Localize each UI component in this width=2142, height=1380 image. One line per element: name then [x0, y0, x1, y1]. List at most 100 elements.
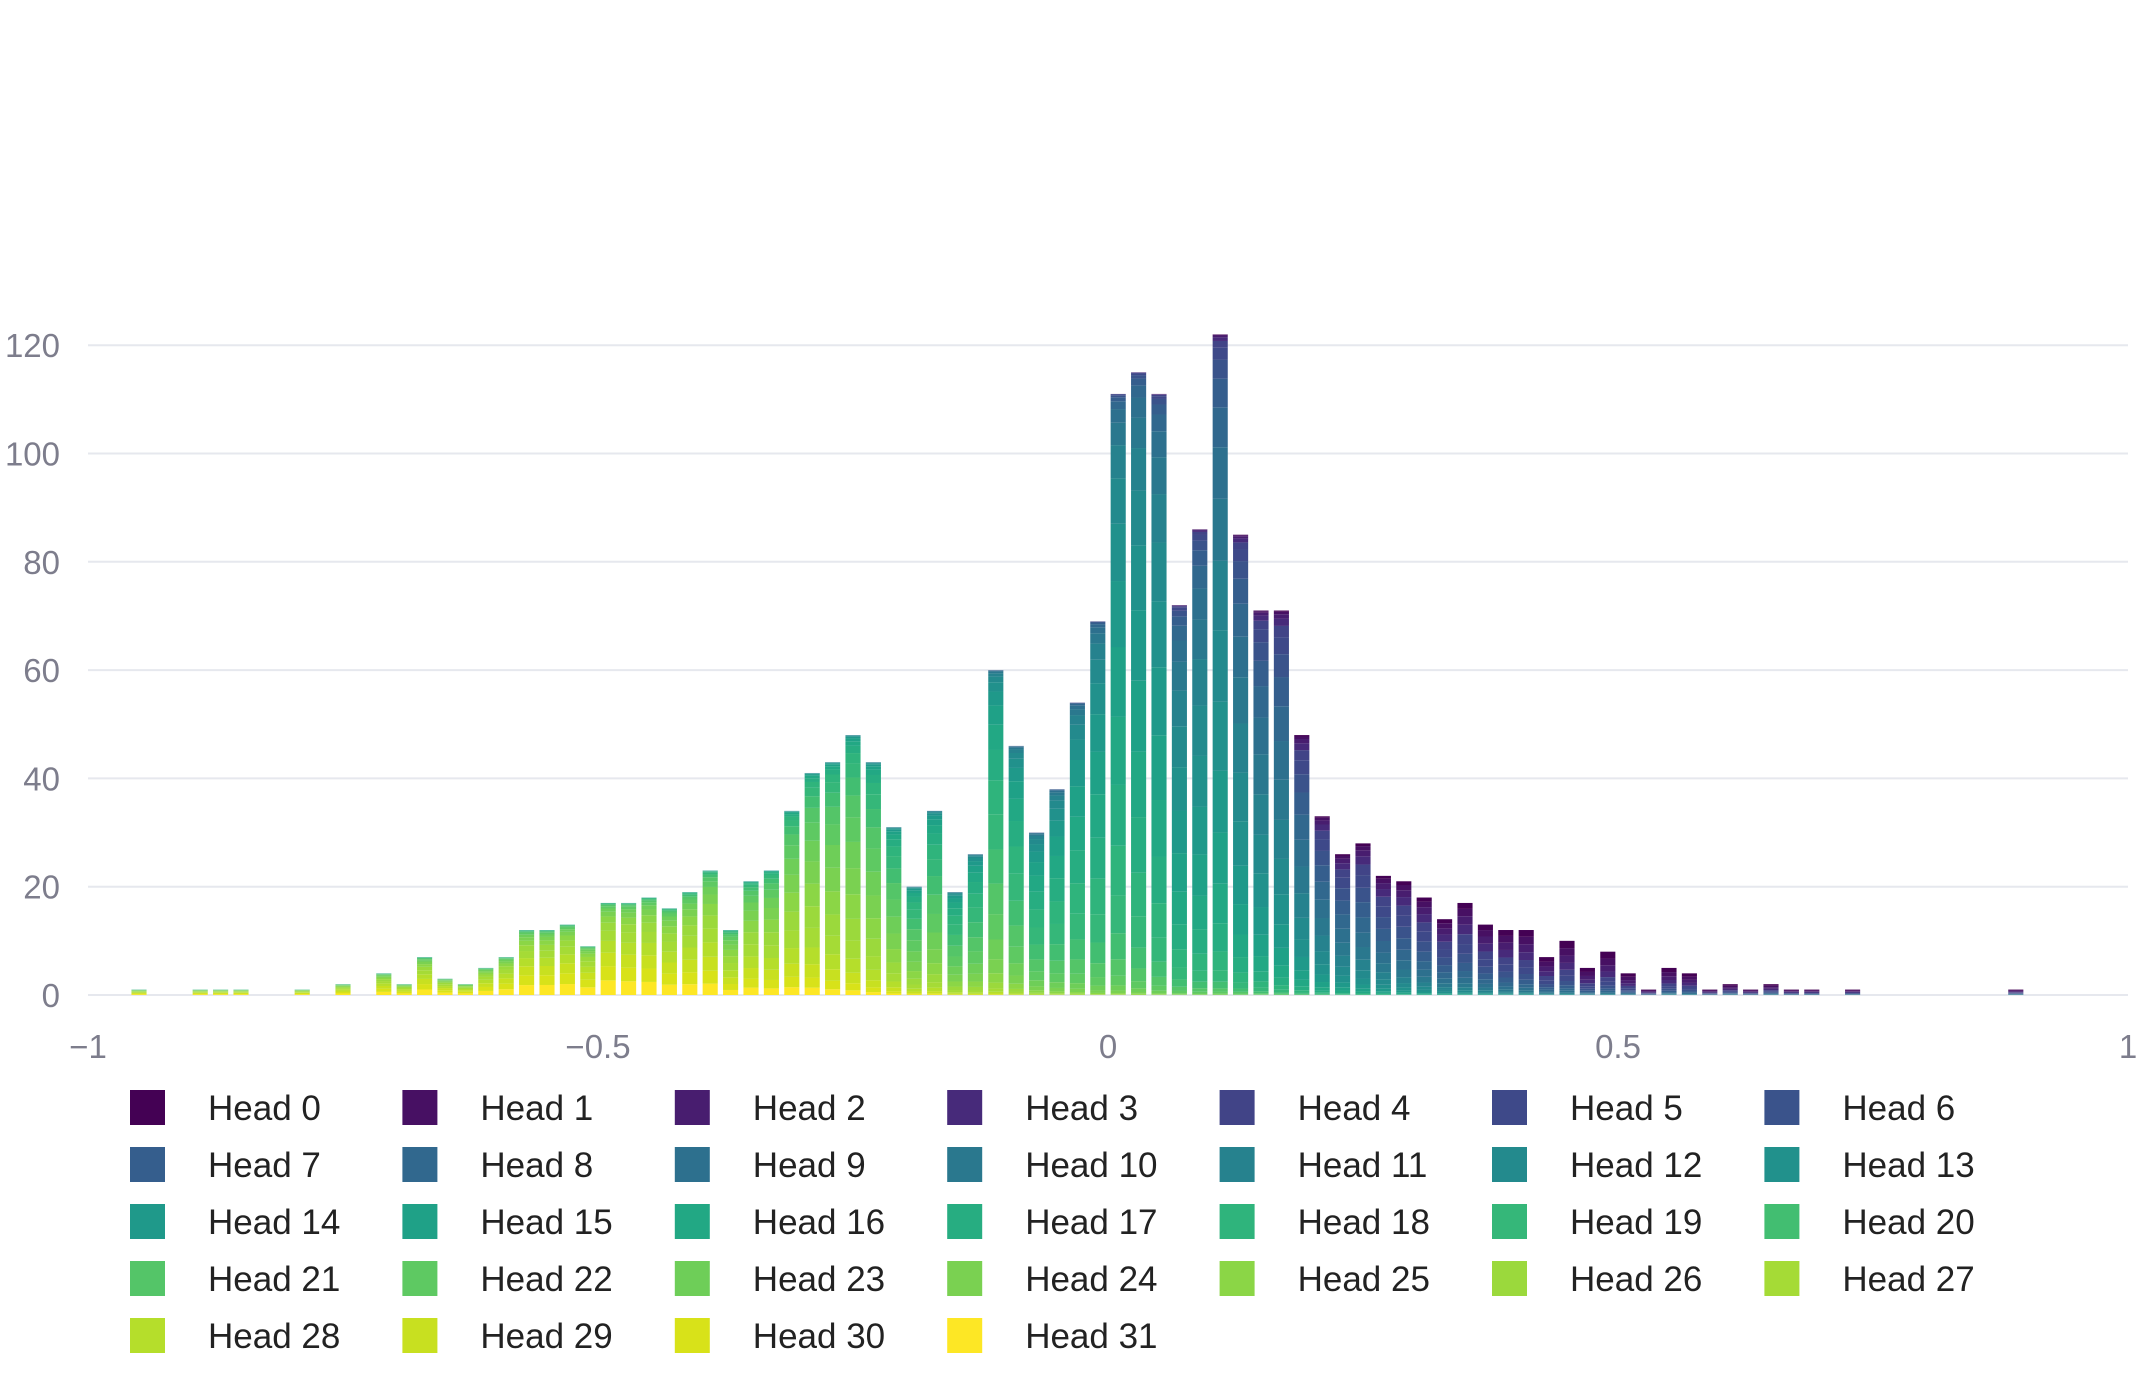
bar-segment [1131, 981, 1147, 989]
bar-segment [1192, 619, 1208, 660]
bar-segment [1396, 960, 1412, 970]
bar-segment [723, 931, 739, 933]
bar-segment [947, 892, 963, 894]
bar-segment [1212, 335, 1228, 338]
bar-segment [1273, 894, 1289, 925]
bar-segment [1233, 538, 1249, 543]
bar-segment [1192, 993, 1208, 995]
bar-segment [886, 993, 902, 995]
bar-stack [1437, 919, 1453, 995]
bar-segment [1151, 542, 1167, 602]
bar-segment [1783, 991, 1799, 993]
bar-segment [1477, 951, 1493, 960]
bar-segment [1069, 786, 1085, 817]
bar-stack [131, 989, 147, 995]
bar-segment [1069, 992, 1085, 994]
bar-segment [1049, 960, 1065, 974]
bar-segment [702, 956, 718, 971]
bar-segment [927, 859, 943, 877]
bar-segment [1253, 794, 1269, 835]
bar-segment [1192, 565, 1208, 589]
bar-segment [1539, 987, 1555, 990]
bar-segment [1579, 990, 1595, 993]
bar-segment [1416, 969, 1432, 977]
bar-segment [702, 871, 718, 872]
bar-segment [1273, 924, 1289, 948]
bar-segment [886, 856, 902, 869]
bar-segment [1192, 705, 1208, 756]
bar-segment [947, 915, 963, 925]
bar-segment [1233, 821, 1249, 866]
bar-segment [927, 993, 943, 995]
bar-segment [213, 993, 229, 995]
bar-segment [804, 774, 820, 776]
bar-segment [1029, 959, 1045, 972]
bar-segment [1233, 991, 1249, 994]
bar-segment [804, 964, 820, 978]
bar-stack [1498, 930, 1514, 995]
bar-segment [1131, 610, 1147, 681]
bar-segment [988, 670, 1004, 672]
bar-segment [1110, 401, 1126, 410]
bar-segment [1783, 991, 1799, 992]
bar-segment [886, 828, 902, 830]
bar-stack [376, 973, 392, 995]
bar-segment [1029, 844, 1045, 852]
bar-segment [1681, 988, 1697, 990]
bar-segment [559, 963, 575, 974]
bar-segment [1008, 747, 1024, 750]
bar-segment [417, 966, 433, 971]
bar-segment [906, 993, 922, 995]
bar-segment [906, 994, 922, 995]
bar-segment [1702, 989, 1718, 991]
bar-segment [1722, 993, 1738, 994]
bar-segment [1294, 774, 1310, 793]
bar-segment [947, 990, 963, 993]
bar-segment [1212, 993, 1228, 995]
bar-segment [1171, 726, 1187, 768]
bar-segment [927, 815, 943, 820]
bar-segment [1681, 989, 1697, 992]
bar-segment [1457, 953, 1473, 963]
bar-segment [1069, 983, 1085, 989]
bar-segment [1416, 931, 1432, 942]
bar-segment [682, 909, 698, 917]
bar-segment [1314, 865, 1330, 882]
bar-segment [988, 724, 1004, 750]
bar-segment [1090, 683, 1106, 715]
bar-segment [1294, 956, 1310, 971]
legend-label: Head 8 [480, 1146, 593, 1185]
bar-segment [457, 986, 473, 987]
bar-segment [498, 969, 514, 974]
bar-segment [927, 913, 943, 933]
bar-segment [1110, 647, 1126, 717]
bar-segment [559, 926, 575, 928]
bar-segment [1437, 972, 1453, 979]
bar-segment [1498, 935, 1514, 943]
bar-segment [1008, 746, 1024, 748]
bar-segment [1743, 992, 1759, 994]
bar-segment [743, 932, 759, 945]
bar-stack [1457, 902, 1473, 995]
bar-segment [661, 910, 677, 912]
bar-segment [1233, 957, 1249, 973]
bar-segment [1253, 620, 1269, 630]
bar-segment [1763, 985, 1779, 988]
bar-segment [1396, 915, 1412, 927]
bar-segment [682, 947, 698, 960]
bar-segment [1151, 398, 1167, 405]
bar-segment [967, 854, 983, 856]
bar-segment [1090, 878, 1106, 915]
bar-segment [1539, 976, 1555, 981]
bar-segment [702, 928, 718, 943]
bar-segment [131, 993, 147, 995]
bar-segment [1314, 918, 1330, 936]
bar-segment [825, 763, 841, 765]
bar-segment [723, 930, 739, 932]
bar-segment [1335, 993, 1351, 995]
bar-segment [417, 958, 433, 960]
bar-segment [804, 977, 820, 988]
bar-segment [1069, 739, 1085, 760]
legend-item: Head 7 [130, 1146, 321, 1185]
legend-label: Head 4 [1298, 1089, 1411, 1128]
